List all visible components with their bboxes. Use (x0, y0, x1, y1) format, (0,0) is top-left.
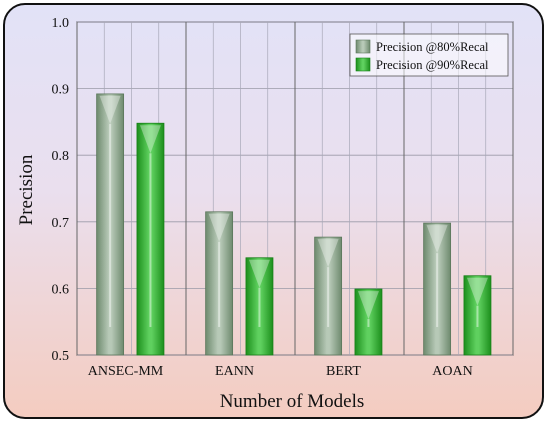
bar-aoan-series-1 (423, 222, 452, 356)
y-tick-label: 1.0 (52, 16, 70, 31)
legend-swatch (355, 57, 371, 72)
bar-ansec-mm-series-1 (96, 93, 125, 356)
y-axis-title: Precision (16, 154, 37, 225)
y-tick-label: 0.9 (52, 83, 70, 98)
legend-label: Precision @80%Recal (376, 40, 489, 54)
bar-ansec-mm-series-2 (136, 122, 165, 356)
y-ticks: 0.5 0.6 0.7 0.8 0.9 1.0 (52, 16, 70, 364)
y-tick-label: 0.7 (52, 216, 70, 231)
bar-eann-series-1 (205, 211, 234, 356)
x-ticks: ANSEC-MM EANN BERT AOAN (88, 364, 473, 379)
legend-label: Precision @90%Recal (376, 58, 489, 72)
bar-bert-series-1 (314, 236, 343, 356)
legend-swatch (355, 39, 371, 54)
bar-aoan-series-2 (463, 275, 492, 356)
x-tick-label: EANN (215, 364, 254, 379)
y-tick-label: 0.5 (52, 349, 70, 364)
bars (96, 93, 492, 356)
y-tick-label: 0.6 (52, 282, 70, 297)
x-axis-title: Number of Models (220, 391, 365, 412)
bar-bert-series-2 (354, 288, 383, 356)
legend: Precision @80%Recal Precision @90%Recal (349, 33, 509, 77)
x-tick-label: AOAN (432, 364, 472, 379)
y-tick-label: 0.8 (52, 149, 70, 164)
bar-eann-series-2 (245, 257, 274, 356)
x-tick-label: BERT (326, 364, 361, 379)
x-tick-label: ANSEC-MM (88, 364, 164, 379)
